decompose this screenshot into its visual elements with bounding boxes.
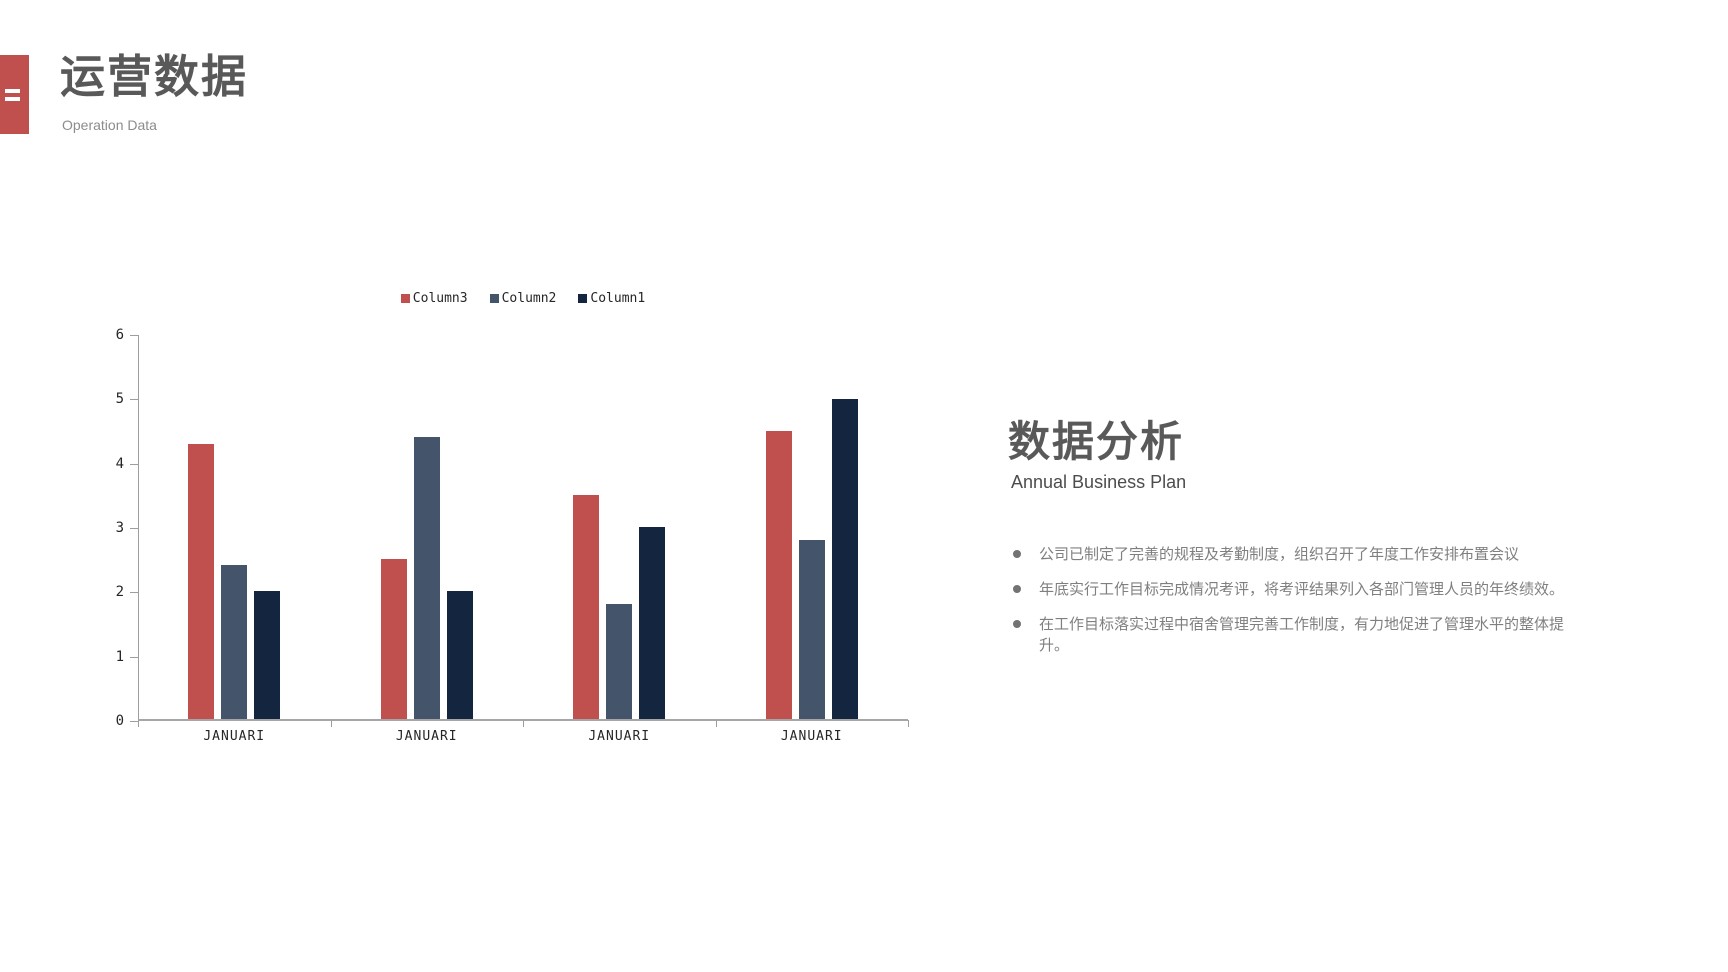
hamburger-icon <box>0 55 29 134</box>
x-tick-mark <box>138 720 139 727</box>
analysis-title: 数据分析 <box>1008 418 1185 465</box>
legend-swatch-icon <box>578 294 588 303</box>
bar-column2 <box>221 565 248 719</box>
bullet-dot-icon <box>1013 620 1021 628</box>
bullet-text: 公司已制定了完善的规程及考勤制度，组织召开了年度工作安排布置会议 <box>1039 546 1520 563</box>
bar-column1 <box>639 527 666 719</box>
y-tick-mark <box>130 592 138 594</box>
y-tick-mark <box>130 656 138 658</box>
bar-column1 <box>446 591 473 719</box>
legend-item: Column3 <box>400 291 468 306</box>
bullet-item: 公司已制定了完善的规程及考勤制度，组织召开了年度工作安排布置会议 <box>1011 544 1571 565</box>
legend-swatch-icon <box>489 294 499 303</box>
y-tick-label: 2 <box>115 584 124 601</box>
bar-group <box>331 335 524 719</box>
hamburger-bar <box>5 97 20 101</box>
bar-column1 <box>254 591 281 719</box>
bar-group <box>523 335 716 719</box>
bullet-item: 在工作目标落实过程中宿舍管理完善工作制度，有力地促进了管理水平的整体提升。 <box>1011 614 1571 656</box>
y-tick-label: 0 <box>115 713 124 729</box>
legend-swatch-icon <box>400 294 410 303</box>
x-category-label: JANUARI <box>395 729 458 744</box>
y-tick-label: 4 <box>115 455 124 472</box>
y-tick-mark <box>130 335 138 336</box>
bullet-list: 公司已制定了完善的规程及考勤制度，组织召开了年度工作安排布置会议年底实行工作目标… <box>1011 544 1571 670</box>
y-tick-label: 1 <box>115 648 124 665</box>
chart-x-labels: JANUARI JANUARI JANUARI JANUARI <box>138 729 908 744</box>
x-tick-mark <box>908 720 909 727</box>
bullet-item: 年底实行工作目标完成情况考评，将考评结果列入各部门管理人员的年终绩效。 <box>1011 579 1571 600</box>
x-category-label: JANUARI <box>588 729 651 744</box>
bar-column1 <box>831 399 858 719</box>
page-title: 运营数据 <box>60 51 249 102</box>
bar-column3 <box>573 495 600 719</box>
bar-column3 <box>380 559 407 719</box>
y-tick-mark <box>130 463 138 465</box>
bar-column2 <box>606 603 633 719</box>
analysis-subtitle: Annual Business Plan <box>1011 472 1187 492</box>
bar-group <box>138 335 331 719</box>
hamburger-bar <box>5 89 20 93</box>
x-tick-mark <box>523 720 524 727</box>
bar-column2 <box>798 539 825 719</box>
legend-item: Column1 <box>578 291 645 306</box>
y-tick-label: 5 <box>115 391 124 408</box>
bar-column3 <box>765 431 792 719</box>
chart-bars <box>138 335 908 719</box>
x-category-label: JANUARI <box>203 729 266 744</box>
bar-column3 <box>188 443 215 719</box>
x-tick-mark <box>330 720 332 727</box>
y-tick-mark <box>130 721 138 722</box>
legend-label: Column1 <box>590 291 646 306</box>
bar-column2 <box>413 437 440 719</box>
y-tick-label: 6 <box>115 327 124 343</box>
legend-label: Column2 <box>501 291 557 306</box>
bullet-dot-icon <box>1013 550 1021 558</box>
legend-label: Column3 <box>412 291 468 306</box>
y-tick-label: 3 <box>115 520 124 536</box>
x-category-label: JANUARI <box>780 729 843 744</box>
bar-group <box>716 335 909 719</box>
bullet-text: 在工作目标落实过程中宿舍管理完善工作制度，有力地促进了管理水平的整体提升。 <box>1039 616 1565 654</box>
y-tick-mark <box>130 528 138 529</box>
legend-item: Column2 <box>489 291 557 306</box>
bullet-dot-icon <box>1013 585 1021 593</box>
y-tick-mark <box>130 399 138 401</box>
page-subtitle: Operation Data <box>62 117 157 133</box>
chart-legend: Column3 Column2 Column1 <box>138 291 908 306</box>
x-tick-mark <box>715 720 717 727</box>
bullet-text: 年底实行工作目标完成情况考评，将考评结果列入各部门管理人员的年终绩效。 <box>1039 581 1565 598</box>
